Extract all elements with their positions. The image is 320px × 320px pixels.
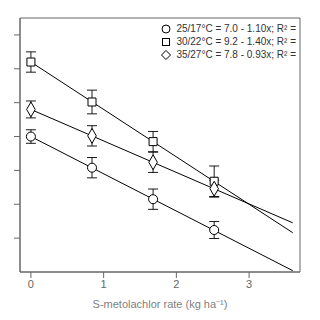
svg-text:2: 2: [173, 278, 179, 290]
svg-text:S-metolachlor rate (kg ha⁻¹): S-metolachlor rate (kg ha⁻¹): [93, 298, 228, 310]
svg-text:0: 0: [28, 278, 34, 290]
html-text:35/27°C = 7.8 - 0.93x; R² =: 35/27°C = 7.8 - 0.93x; R² =: [176, 49, 296, 60]
svg-text:3: 3: [246, 278, 252, 290]
html-text:30/22°C = 9.2 - 1.40x; R² =: 30/22°C = 9.2 - 1.40x; R² =: [176, 36, 296, 47]
html-text:25/17°C = 7.0 - 1.10x; R² =: 25/17°C = 7.0 - 1.10x; R² =: [176, 23, 296, 34]
svg-text:1: 1: [101, 278, 107, 290]
